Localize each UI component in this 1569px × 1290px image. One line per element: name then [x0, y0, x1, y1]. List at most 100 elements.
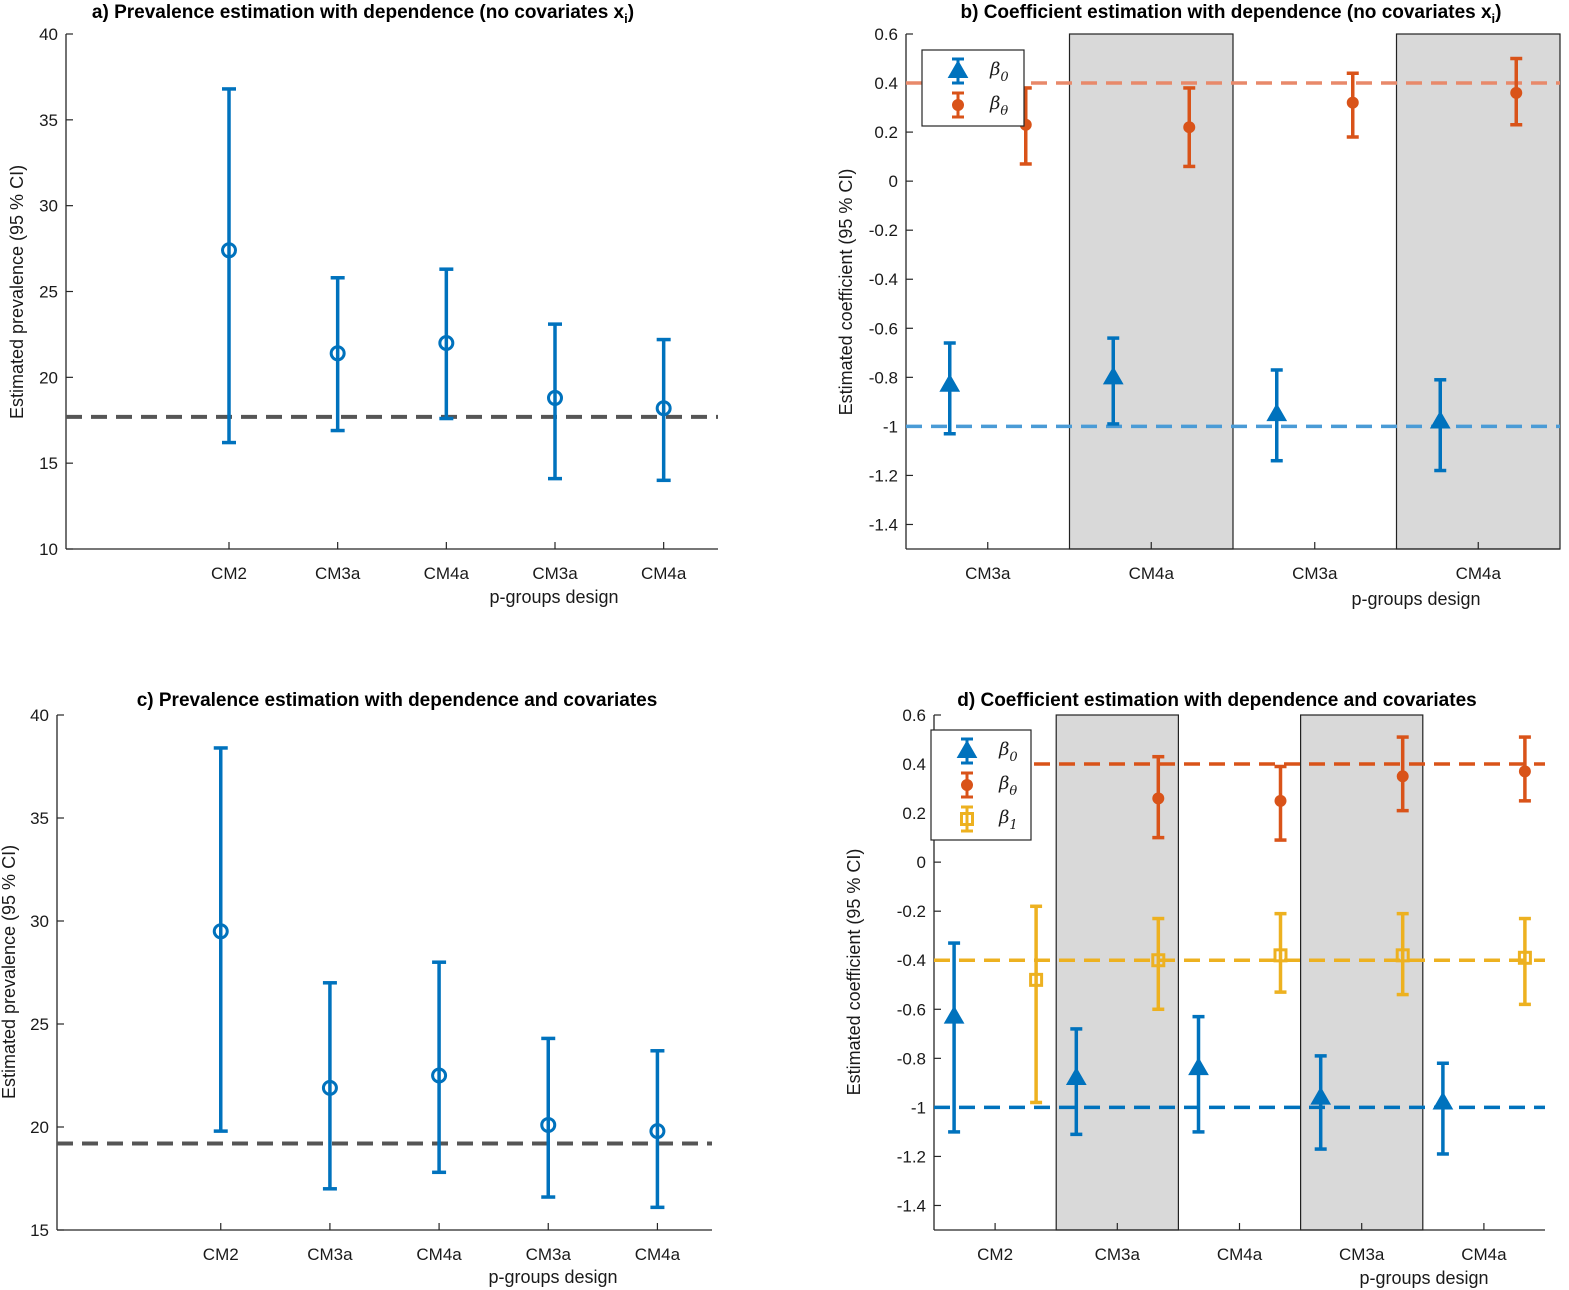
data-point: [221, 242, 237, 259]
y-tick-label: 15: [30, 1221, 49, 1240]
data-point: [212, 923, 229, 940]
legend-marker: [961, 779, 973, 791]
y-tick-label: 30: [30, 912, 49, 931]
error-bar: [1517, 916, 1532, 1007]
error-bar: [547, 322, 563, 481]
y-tick-label: -0.8: [897, 1049, 926, 1068]
error-bar: [212, 746, 229, 1133]
error-bar: [1432, 1061, 1454, 1156]
shaded-group: [1068, 33, 1234, 550]
data-point: [1395, 948, 1410, 963]
y-tick-label: 0: [917, 853, 926, 872]
error-bar: [321, 981, 338, 1191]
error-bar: [1273, 911, 1288, 994]
error-bar: [1346, 71, 1359, 139]
data-point: [1310, 1086, 1332, 1105]
legend-label-subscript: θ: [1000, 104, 1008, 119]
legend-marker: [956, 739, 978, 758]
y-tick-label: 20: [30, 1118, 49, 1137]
panel-b-plot: -1.4 -1.2 -1 -0.8 -0.6 -0.4 -0.2 0 0.2 0.4 0.6 CM3a…: [869, 25, 1561, 583]
error-bar: [1429, 378, 1451, 473]
panel-d-plot: -1.4 -1.2 -1 -0.8 -0.6 -0.4 -0.2 0 0.2 0.4 0.6 CM2 C…: [897, 706, 1545, 1264]
error-bar: [540, 1036, 557, 1199]
legend-label-symbol: β: [998, 773, 1009, 794]
y-tick-label: -0.6: [869, 319, 898, 338]
y-tick-label: 0.6: [874, 25, 898, 44]
panel-b-title: b) Coefficient estimation with dependenc…: [961, 2, 1502, 26]
x-tick-label: CM3a: [307, 1245, 353, 1264]
data-point: [1346, 96, 1359, 109]
legend-label: β0: [989, 59, 1009, 85]
data-point: [329, 345, 346, 362]
y-tick-label: 40: [39, 25, 58, 44]
data-point: [547, 389, 563, 406]
error-bar: [649, 1049, 666, 1210]
legend-marker: [960, 812, 974, 826]
legend-label-symbol: β: [989, 59, 1000, 80]
data-point: [1266, 403, 1288, 422]
panel-c: c) Prevalence estimation with dependence…: [0, 690, 712, 1287]
x-tick-label: CM4a: [416, 1245, 462, 1264]
panel-c-xlabel: p-groups design: [488, 1267, 617, 1287]
panel-b-ylabel: Estimated coefficient (95 % CI): [836, 169, 856, 416]
x-tick-label: CM3a: [315, 564, 361, 583]
y-tick-label: 15: [39, 454, 58, 473]
panel-a-title: a) Prevalence estimation with dependence…: [92, 2, 634, 26]
y-tick-label: 0.6: [902, 706, 926, 725]
y-tick-label: 35: [39, 111, 58, 130]
legend-label-subscript: θ: [1009, 784, 1017, 799]
shaded-group: [1299, 714, 1424, 1231]
data-point: [1029, 972, 1044, 987]
y-tick-label: -1.2: [869, 466, 898, 485]
error-bar: [1274, 764, 1287, 842]
error-bar: [1510, 56, 1523, 127]
error-bar: [1151, 916, 1166, 1012]
y-tick-label: -0.2: [897, 902, 926, 921]
error-bar: [939, 341, 961, 436]
data-point: [1518, 765, 1531, 778]
panel-d-title: d) Coefficient estimation with dependenc…: [957, 690, 1476, 711]
data-point: [649, 1123, 666, 1140]
error-bar: [1396, 735, 1409, 813]
error-bar: [329, 276, 346, 433]
y-tick-label: 0.4: [902, 755, 926, 774]
y-tick-label: 0.2: [902, 804, 926, 823]
legend-label: βθ: [989, 93, 1008, 119]
panel-d-xlabel: p-groups design: [1359, 1268, 1488, 1288]
x-tick-label: CM3a: [1095, 1245, 1141, 1264]
error-bar: [438, 267, 455, 421]
error-bar: [1395, 911, 1410, 997]
panel-a-xlabel: p-groups design: [489, 587, 618, 607]
legend-label-subscript: 1: [1009, 818, 1017, 833]
x-tick-label: CM3a: [965, 564, 1011, 583]
y-tick-label: -1.2: [897, 1147, 926, 1166]
error-bar: [1266, 368, 1288, 463]
y-tick-label: -1: [911, 1098, 926, 1117]
legend-label-symbol: β: [998, 739, 1009, 760]
legend-label-symbol: β: [998, 807, 1009, 828]
panel-b-xlabel: p-groups design: [1351, 589, 1480, 609]
y-tick-label: 40: [30, 706, 49, 725]
data-point: [1065, 1066, 1087, 1085]
legend-label-subscript: 0: [1000, 70, 1008, 85]
shaded-group: [1055, 714, 1179, 1231]
y-tick-label: 20: [39, 368, 58, 387]
data-point: [1188, 1057, 1209, 1076]
panel-b: b) Coefficient estimation with dependenc…: [836, 2, 1561, 609]
legend-marker: [952, 99, 964, 111]
error-bar: [1310, 1054, 1332, 1151]
y-tick-label: -0.4: [869, 270, 898, 289]
x-tick-label: CM4a: [1456, 564, 1502, 583]
error-bar: [1102, 336, 1124, 426]
error-bar: [1065, 1027, 1087, 1137]
data-point: [1151, 953, 1166, 968]
data-point: [540, 1116, 557, 1133]
x-tick-label: CM4a: [641, 564, 687, 583]
x-tick-label: CM3a: [532, 564, 578, 583]
y-tick-label: -0.8: [869, 368, 898, 387]
x-tick-label: CM3a: [526, 1245, 572, 1264]
y-tick-label: 10: [39, 540, 58, 559]
legend-label-symbol: β: [989, 93, 1000, 114]
